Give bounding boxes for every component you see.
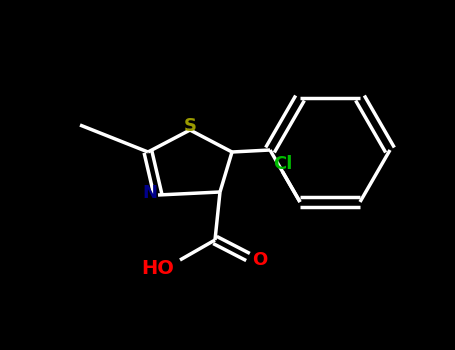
Text: N: N [142,184,157,202]
Text: S: S [183,117,197,135]
Text: O: O [253,251,268,269]
Text: Cl: Cl [273,155,292,173]
Text: HO: HO [142,259,174,278]
